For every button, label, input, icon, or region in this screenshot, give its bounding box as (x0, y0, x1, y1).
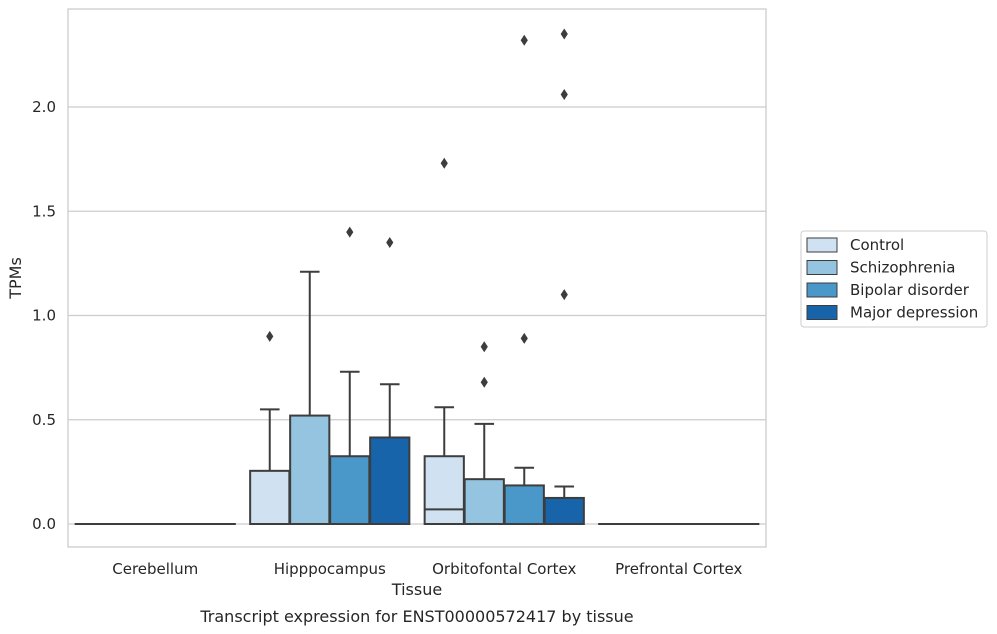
legend-items: Control Schizophrenia Bipolar disorder Majo… (806, 236, 978, 322)
legend-label: Major depression (850, 304, 978, 322)
outlier-point (480, 341, 488, 353)
y-tick-labels: 0.0 0.5 1.0 1.5 2.0 (32, 98, 56, 533)
chart-caption: Transcript expression for ENST0000057241… (199, 607, 633, 626)
outlier-point (266, 330, 274, 342)
legend-frame (800, 230, 988, 328)
box-schizophrenia (463, 341, 505, 525)
y-axis-title: TPMs (6, 257, 25, 300)
y-tick-label: 1.5 (32, 202, 56, 220)
x-tick-label: Hipppocampus (274, 560, 386, 578)
outlier-point (386, 237, 394, 249)
outlier-point (480, 376, 488, 388)
box-body (249, 469, 291, 525)
box-body (289, 414, 331, 525)
category-group (249, 226, 411, 525)
box-bipolar-disorder (329, 226, 371, 525)
gridlines (68, 106, 766, 525)
legend-label: Control (850, 236, 904, 254)
boxes (74, 28, 760, 526)
box-body (463, 478, 505, 525)
box-body (329, 455, 371, 525)
legend-swatch (806, 260, 838, 275)
legend-label: Bipolar disorder (850, 281, 970, 299)
x-tick-label: Prefrontal Cortex (615, 560, 742, 578)
outlier-point (520, 332, 528, 344)
box-schizophrenia (289, 270, 331, 525)
y-tick-label: 0.0 (32, 515, 56, 533)
plot-area-frame (67, 8, 767, 548)
x-tick-label: Orbitofontal Cortex (432, 560, 576, 578)
box-bipolar-disorder (503, 34, 545, 525)
legend: Control Schizophrenia Bipolar disorder Majo… (800, 230, 988, 328)
x-axis-title: Tissue (391, 580, 442, 599)
outlier-point (560, 28, 568, 40)
y-tick-label: 1.0 (32, 307, 56, 325)
box-body (543, 496, 585, 525)
y-tick-label: 0.5 (32, 411, 56, 429)
legend-label: Schizophrenia (850, 259, 955, 277)
box-major-depression (369, 237, 411, 525)
outlier-point (560, 289, 568, 301)
legend-swatch (806, 237, 838, 253)
outlier-point (560, 88, 568, 100)
y-tick-label: 2.0 (32, 98, 56, 116)
box-control (249, 330, 291, 525)
box-body (503, 484, 545, 525)
outlier-point (346, 226, 354, 238)
box-control (423, 157, 465, 525)
outlier-point (520, 34, 528, 46)
outlier-point (440, 157, 448, 169)
box-body (423, 455, 465, 525)
category-group (423, 28, 585, 525)
box-major-depression (543, 28, 585, 525)
legend-swatch (806, 282, 838, 298)
legend-swatch (806, 305, 838, 320)
x-tick-labels: Cerebellum Hipppocampus Orbitofontal Corte… (112, 560, 742, 578)
box-body (369, 436, 411, 525)
x-tick-label: Cerebellum (112, 560, 198, 578)
